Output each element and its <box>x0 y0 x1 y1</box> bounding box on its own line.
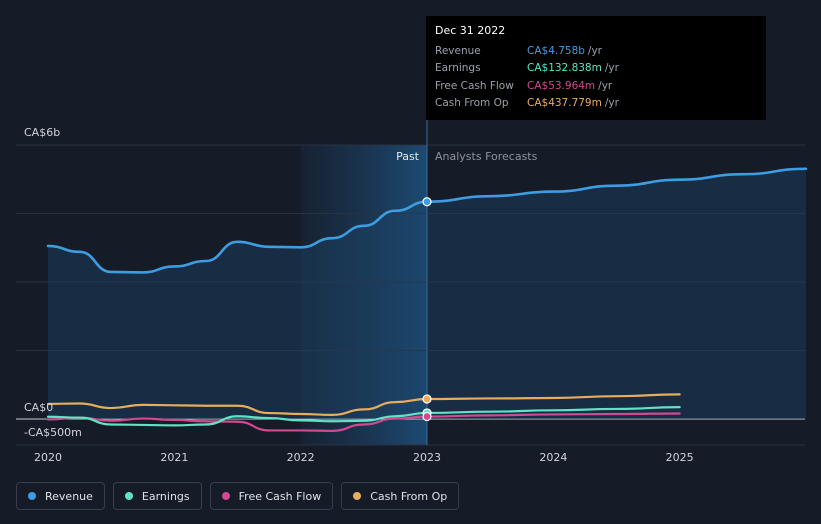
tooltip-row-cash-from-op: Cash From Op CA$437.779m /yr <box>435 95 757 113</box>
legend-dot-icon <box>221 492 230 500</box>
tooltip-row-free-cash-flow: Free Cash Flow CA$53.964m /yr <box>435 77 757 95</box>
tooltip-value: CA$4.758b <box>527 44 585 57</box>
x-tick-label: 2022 <box>287 451 315 464</box>
legend-item-free-cash-flow[interactable]: Free Cash Flow <box>209 482 334 510</box>
tooltip-unit: /yr <box>587 44 602 57</box>
tooltip-label: Earnings <box>435 62 481 75</box>
marker-revenue <box>422 197 432 207</box>
series-line-revenue <box>46 167 808 274</box>
series-line-earnings <box>46 406 681 427</box>
x-tick-label: 2020 <box>34 451 62 464</box>
marker-free-cash-flow <box>422 411 432 422</box>
tooltip-label: Cash From Op <box>435 97 509 110</box>
tooltip-value: CA$132.838m <box>527 62 602 75</box>
tooltip-value: CA$437.779m <box>527 97 602 110</box>
forecast-label: Analysts Forecasts <box>435 150 538 163</box>
tooltip-label: Free Cash Flow <box>435 79 514 92</box>
y-label-bottom: -CA$500m <box>24 426 82 439</box>
past-label: Past <box>396 150 420 163</box>
legend-item-earnings[interactable]: Earnings <box>112 482 202 510</box>
y-label-zero: CA$0 <box>24 401 53 414</box>
x-tick-label: 2021 <box>160 451 188 464</box>
tooltip-unit: /yr <box>604 62 619 75</box>
legend-item-cash-from-op[interactable]: Cash From Op <box>341 482 460 510</box>
tooltip-date: Dec 31 2022 <box>435 24 506 37</box>
legend-label: Free Cash Flow <box>238 489 322 503</box>
tooltip-row-earnings: Earnings CA$132.838m /yr <box>435 60 757 78</box>
legend: Revenue Earnings Free Cash Flow Cash Fro… <box>16 482 460 510</box>
x-tick-label: 2025 <box>666 451 694 464</box>
tooltip-value: CA$53.964m <box>527 79 596 92</box>
tooltip-label: Revenue <box>435 44 481 57</box>
tooltip-row-revenue: Revenue CA$4.758b /yr <box>435 42 757 60</box>
legend-label: Earnings <box>141 489 190 503</box>
tooltip: Dec 31 2022 Revenue CA$4.758b /yr Earnin… <box>426 16 766 120</box>
legend-label: Cash From Op <box>370 489 448 503</box>
legend-item-revenue[interactable]: Revenue <box>16 482 105 510</box>
y-label-top: CA$6b <box>24 126 60 139</box>
tooltip-unit: /yr <box>604 97 619 110</box>
series-line-free-cash-flow <box>46 412 681 432</box>
past-shade <box>300 145 427 445</box>
marker-cash-from-op <box>422 394 432 404</box>
x-tick-label: 2023 <box>413 451 441 464</box>
legend-dot-icon <box>124 492 133 500</box>
tooltip-unit: /yr <box>598 79 613 92</box>
legend-dot-icon <box>353 492 362 500</box>
legend-dot-icon <box>28 492 36 500</box>
x-tick-label: 2024 <box>539 451 567 464</box>
series-line-cash-from-op <box>46 393 681 416</box>
legend-label: Revenue <box>45 489 93 503</box>
